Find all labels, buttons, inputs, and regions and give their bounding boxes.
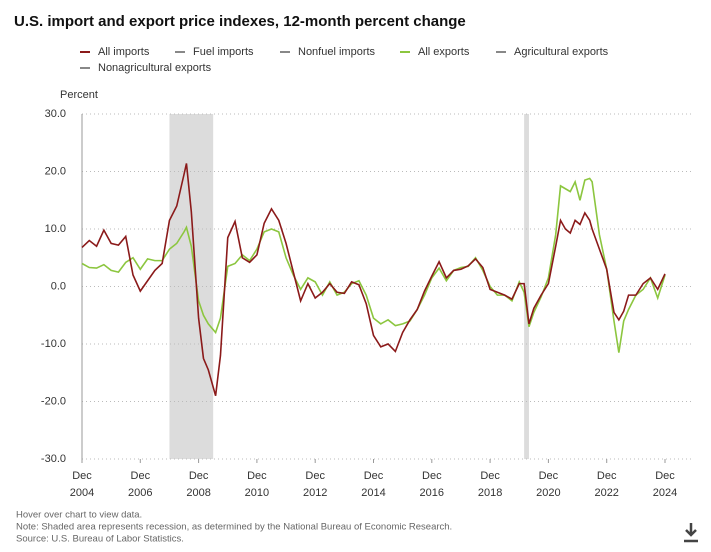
legend-label: All exports [418, 46, 470, 58]
legend-item[interactable]: All exports [400, 46, 470, 58]
y-tick-label: -20.0 [41, 395, 66, 407]
x-tick-label: Dec 2022 [594, 470, 618, 499]
y-tick-label: -10.0 [41, 338, 66, 350]
y-tick-label: 20.0 [45, 165, 66, 177]
chart-title: U.S. import and export price indexes, 12… [14, 13, 466, 30]
x-tick-label: Dec 2012 [303, 470, 327, 499]
x-tick-label: Dec 2004 [70, 470, 94, 499]
hint: Hover over chart to view data. [16, 510, 142, 521]
legend-label: Agricultural exports [514, 46, 609, 58]
source: Source: U.S. Bureau of Labor Statistics. [16, 534, 184, 545]
x-tick-label: Dec 2010 [245, 470, 269, 499]
legend-label: Fuel imports [193, 46, 254, 58]
x-tick-label: Dec 2016 [420, 470, 444, 499]
x-tick-label: Dec 2024 [653, 470, 677, 499]
legend-item[interactable]: All imports [80, 46, 150, 58]
legend-label: All imports [98, 46, 150, 58]
series-line [81, 177, 666, 353]
legend-item[interactable]: Nonagricultural exports [80, 62, 212, 74]
legend-label: Nonfuel imports [298, 46, 376, 58]
x-tick-label: Dec 2014 [361, 470, 385, 499]
y-tick-label: -30.0 [41, 453, 66, 465]
x-tick-label: Dec 2018 [478, 470, 502, 499]
x-tick-label: Dec 2006 [128, 470, 152, 499]
legend-label: Nonagricultural exports [98, 62, 212, 74]
recession-band [169, 114, 214, 459]
download-icon[interactable] [680, 520, 702, 544]
note: Note: Shaded area represents recession, … [16, 522, 452, 533]
legend-item[interactable]: Fuel imports [175, 46, 254, 58]
legend-item[interactable]: Nonfuel imports [280, 46, 376, 58]
y-tick-label: 0.0 [51, 280, 66, 292]
y-tick-label: 30.0 [45, 108, 66, 120]
series-line [81, 163, 666, 396]
y-tick-label: 10.0 [45, 223, 66, 235]
y-axis-label: Percent [60, 89, 98, 101]
legend-item[interactable]: Agricultural exports [496, 46, 609, 58]
x-tick-label: Dec 2008 [186, 470, 210, 499]
x-tick-label: Dec 2020 [536, 470, 560, 499]
